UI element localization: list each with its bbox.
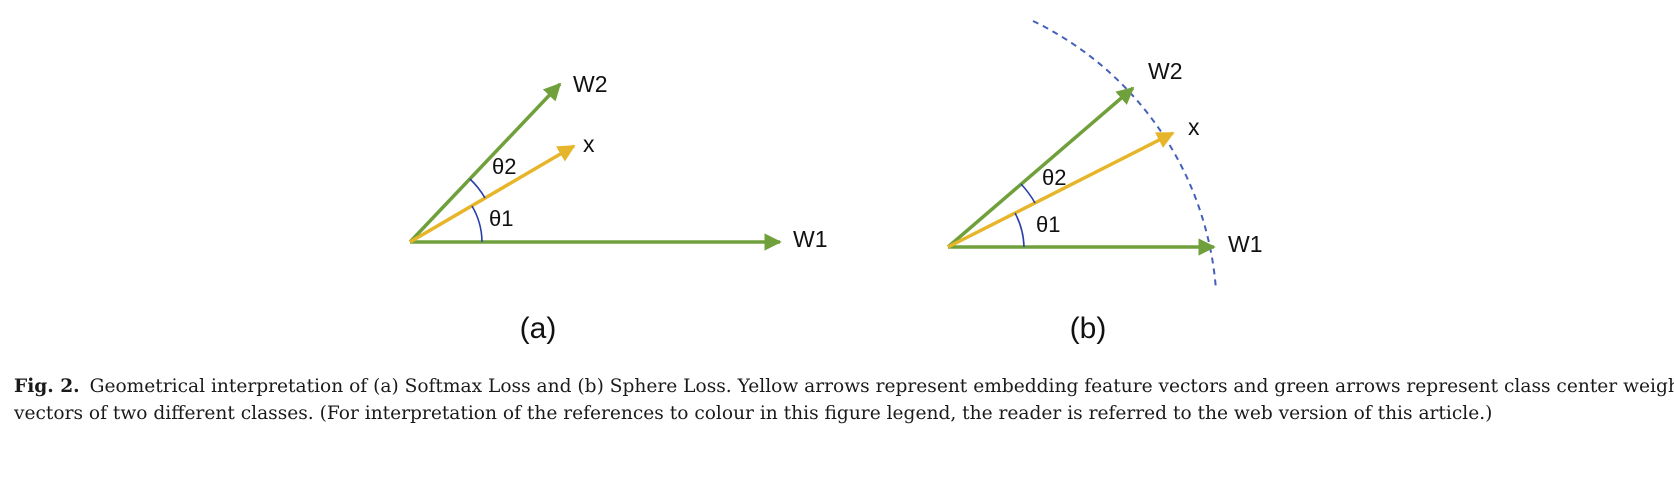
w1-label: W1 (1228, 231, 1263, 257)
figure-caption: Fig. 2. Geometrical interpretation of (a)… (14, 373, 1674, 427)
panel-b-label: (b) (1070, 312, 1107, 345)
theta1-arc (471, 205, 483, 243)
figure-label: Fig. 2. (14, 376, 80, 397)
theta2-arc (469, 178, 486, 199)
theta2-arc (1020, 183, 1036, 204)
w2-label: W2 (573, 71, 608, 97)
w2-arrow (946, 86, 1135, 249)
x-label: x (1188, 114, 1200, 140)
panel-b: W1 W2 x θ1 θ2 (b) (946, 20, 1263, 345)
theta1-label: θ1 (489, 206, 513, 231)
theta1-arc (1014, 212, 1025, 248)
x-label: x (583, 131, 595, 157)
w2-arrow (408, 82, 562, 244)
theta1-label: θ1 (1036, 212, 1060, 237)
caption-line-1: Fig. 2. Geometrical interpretation of (a)… (14, 373, 1674, 400)
sphere-boundary-arc (1032, 20, 1217, 291)
x-feature-arrow (409, 144, 576, 244)
theta2-label: θ2 (1042, 165, 1066, 190)
theta2-label: θ2 (492, 154, 516, 179)
caption-text-2: vectors of two different classes. (For i… (14, 403, 1493, 424)
panel-a: W1 W2 x θ1 θ2 (a) (408, 71, 828, 345)
caption-text-1: Geometrical interpretation of (a) Softma… (89, 376, 1674, 397)
figure-diagram: W1 W2 x θ1 θ2 (a) W1 W2 x θ1 θ2 (b) (408, 20, 1263, 345)
w2-label: W2 (1148, 58, 1183, 84)
x-feature-arrow (947, 131, 1175, 249)
w1-label: W1 (793, 226, 828, 252)
panel-a-label: (a) (520, 312, 557, 345)
